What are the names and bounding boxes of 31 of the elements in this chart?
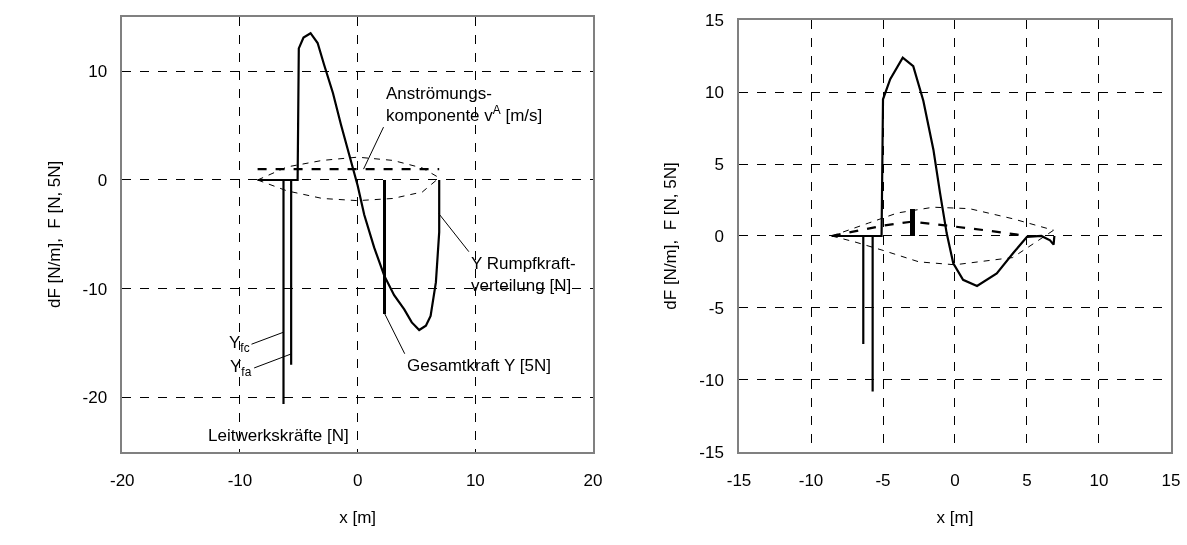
- x-axis-title: x [m]: [936, 507, 974, 527]
- x-tick-label: 15: [1161, 470, 1181, 490]
- annotation: Gesamtkraft Y [5N]: [407, 356, 551, 375]
- y-tick-label: 0: [714, 226, 724, 246]
- y-axis-title: dF [N/m], F [N, 5N]: [44, 160, 64, 309]
- x-tick-label: -5: [875, 470, 891, 490]
- y-tick-label: 0: [97, 170, 108, 190]
- y-axis-title: dF [N/m], F [N, 5N]: [661, 162, 681, 310]
- y-tick-label: 15: [704, 11, 724, 31]
- x-tick-label: 10: [465, 470, 485, 490]
- x-tick-label: -10: [227, 470, 253, 490]
- y-tick-label: 10: [704, 83, 724, 103]
- annotation: Anströmungs- komponente v$^{A}$ [m/s]: [386, 84, 543, 126]
- x-tick-label: 0: [950, 470, 960, 490]
- y-tick-label: 5: [714, 154, 724, 174]
- y-tick-label: -20: [82, 388, 108, 408]
- annotation: Leitwerkskräfte [N]: [208, 426, 349, 445]
- x-tick-label: 10: [1089, 470, 1109, 490]
- x-tick-label: -20: [109, 470, 135, 490]
- y-tick-label: 10: [88, 62, 108, 82]
- x-tick-label: 5: [1022, 470, 1032, 490]
- x-tick-label: 20: [583, 470, 603, 490]
- y-tick-label: -10: [82, 279, 108, 299]
- annotation: Y$_{fc}$: [229, 333, 250, 355]
- annotation: Y Rumpfkraft- verteilung [N]: [471, 254, 576, 296]
- y-tick-label: -10: [699, 370, 724, 390]
- x-axis-title: x [m]: [339, 507, 377, 527]
- x-tick-label: 0: [352, 470, 363, 490]
- x-tick-label: -10: [798, 470, 824, 490]
- y-tick-label: -15: [699, 442, 724, 462]
- y-tick-label: -5: [708, 298, 724, 318]
